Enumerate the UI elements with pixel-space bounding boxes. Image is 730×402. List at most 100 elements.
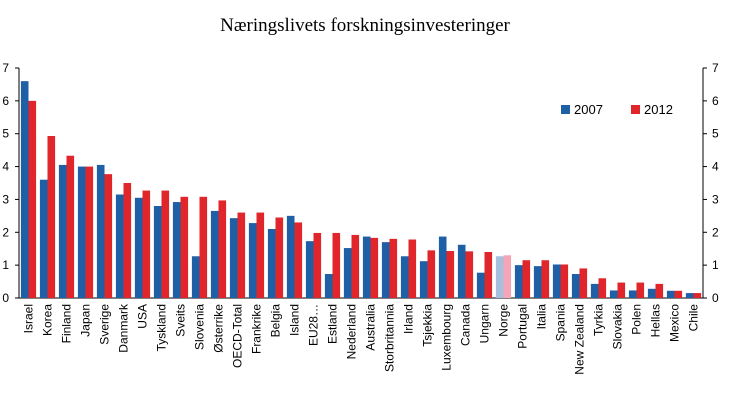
bar-2007-estland <box>324 274 333 298</box>
bar-2007-ungarn <box>476 272 485 298</box>
bar-2007-oecd-total <box>229 218 238 298</box>
bar-2012-israel <box>28 100 37 298</box>
x-tick-label: Tyrkia <box>592 304 606 336</box>
y-tick-label-right: 0 <box>712 291 719 305</box>
x-tick-label: Slovakia <box>611 304 625 350</box>
y-tick-label-right: 6 <box>712 94 719 108</box>
x-tick-label: OECD-Total <box>231 304 245 368</box>
bar-2012-hellas <box>655 283 664 298</box>
bar-2012-finland <box>66 155 75 298</box>
bar-2007-spania <box>552 264 561 298</box>
bar-2012-korea <box>47 136 56 298</box>
bar-2007-canada <box>457 244 466 298</box>
plot-area: 0 0 1 1 2 2 3 3 4 4 5 5 6 6 7 7 Israel Korea Finland Japan S… <box>2 61 719 375</box>
bar-2012-tyrkia <box>598 278 607 298</box>
bar-2007-nederland <box>343 248 352 298</box>
bar-2012-nederland <box>351 234 360 298</box>
x-tick-label: Mexico <box>668 304 682 342</box>
bar-2012-eu28- <box>313 232 322 298</box>
x-tick-label: New Zealand <box>573 304 587 375</box>
bar-2012-belgia <box>275 217 284 298</box>
bar-2012-usa <box>142 190 151 298</box>
bar-2007-storbritannia <box>381 242 390 298</box>
x-tick-label: Chile <box>687 304 701 332</box>
bar-2012-estland <box>332 232 341 298</box>
x-tick-label: Island <box>288 304 302 336</box>
bar-2007-frankrike <box>248 223 257 298</box>
bar-2012-chile <box>693 293 702 298</box>
bar-2007-chile <box>685 293 694 298</box>
y-tick-label-left: 2 <box>2 225 9 239</box>
bar-2007-israel <box>20 81 29 299</box>
bar-2012-canada <box>465 251 474 298</box>
x-tick-label: Belgia <box>269 304 283 338</box>
legend-swatch-2007 <box>561 105 570 114</box>
bar-2012-tyskland <box>161 190 170 298</box>
y-tick-label-right: 2 <box>712 225 719 239</box>
bar-2012-spania <box>560 264 569 298</box>
x-tick-label: Polen <box>630 304 644 335</box>
x-tick-label: Portugal <box>516 304 530 349</box>
x-tick-label: Tsjekkia <box>421 304 435 347</box>
bar-2012-luxembourg <box>446 251 455 298</box>
legend-label-2007: 2007 <box>574 102 603 117</box>
bar-2007-sverige <box>96 164 105 298</box>
x-tick-label: Slovenia <box>193 304 207 350</box>
bar-2007-luxembourg <box>438 236 447 298</box>
x-tick-label: EU28… <box>307 304 321 346</box>
y-tick-label-left: 7 <box>2 61 9 75</box>
x-tick-label: Israel <box>22 304 36 333</box>
bar-2007-korea <box>39 179 48 298</box>
x-tick-label: Finland <box>60 304 74 343</box>
bar-2007-belgia <box>267 229 276 298</box>
x-tick-label: Australia <box>364 304 378 351</box>
x-tick-label: Hellas <box>649 304 663 337</box>
bar-2012-japan <box>85 166 94 298</box>
y-tick-label-right: 5 <box>712 127 719 141</box>
bar-2007-irland <box>400 256 409 298</box>
bar-2012-tsjekkia <box>427 250 436 298</box>
bar-2007-danmark <box>115 194 124 298</box>
x-tick-label: Estland <box>326 304 340 344</box>
y-tick-label-right: 1 <box>712 258 719 272</box>
x-tick-label: Danmark <box>117 303 131 353</box>
bar-2007-slovenia <box>191 256 200 298</box>
x-tick-label: Nederland <box>345 304 359 359</box>
bar-2012-østerrike <box>218 200 227 298</box>
bar-2012-italia <box>541 260 550 298</box>
x-tick-label: Sveits <box>174 304 188 337</box>
bar-2007-tyrkia <box>590 283 599 298</box>
x-tick-label: Storbritannia <box>383 304 397 372</box>
bar-2012-frankrike <box>256 212 265 298</box>
bar-2007-mexico <box>666 290 675 298</box>
x-tick-label: Luxembourg <box>440 304 454 371</box>
bar-2007-sveits <box>172 202 181 298</box>
bar-2007-japan <box>77 166 86 298</box>
bar-2007-norge <box>495 256 504 298</box>
bar-2007-portugal <box>514 265 523 298</box>
bar-2012-australia <box>370 237 379 298</box>
bar-2012-storbritannia <box>389 238 398 298</box>
bar-2007-italia <box>533 266 542 298</box>
bar-2012-irland <box>408 239 417 298</box>
bar-2007-new-zealand <box>571 274 580 298</box>
y-tick-label-left: 4 <box>2 160 9 174</box>
y-tick-label-left: 3 <box>2 192 9 206</box>
bar-2007-usa <box>134 197 143 298</box>
bar-2012-polen <box>636 282 645 298</box>
x-tick-label: Frankrike <box>250 304 264 354</box>
y-tick-label-right: 4 <box>712 160 719 174</box>
bar-2012-slovenia <box>199 196 208 298</box>
bar-2007-island <box>286 215 295 298</box>
x-tick-label: Irland <box>402 304 416 334</box>
x-tick-label: USA <box>136 304 150 329</box>
bar-2007-østerrike <box>210 210 219 298</box>
x-tick-label: Spania <box>554 304 568 342</box>
x-tick-label: Ungarn <box>478 304 492 343</box>
bar-2007-polen <box>628 290 637 298</box>
bar-2007-slovakia <box>609 290 618 298</box>
bar-2012-oecd-total <box>237 212 246 298</box>
x-tick-label: Italia <box>535 304 549 330</box>
bar-2012-mexico <box>674 290 683 298</box>
